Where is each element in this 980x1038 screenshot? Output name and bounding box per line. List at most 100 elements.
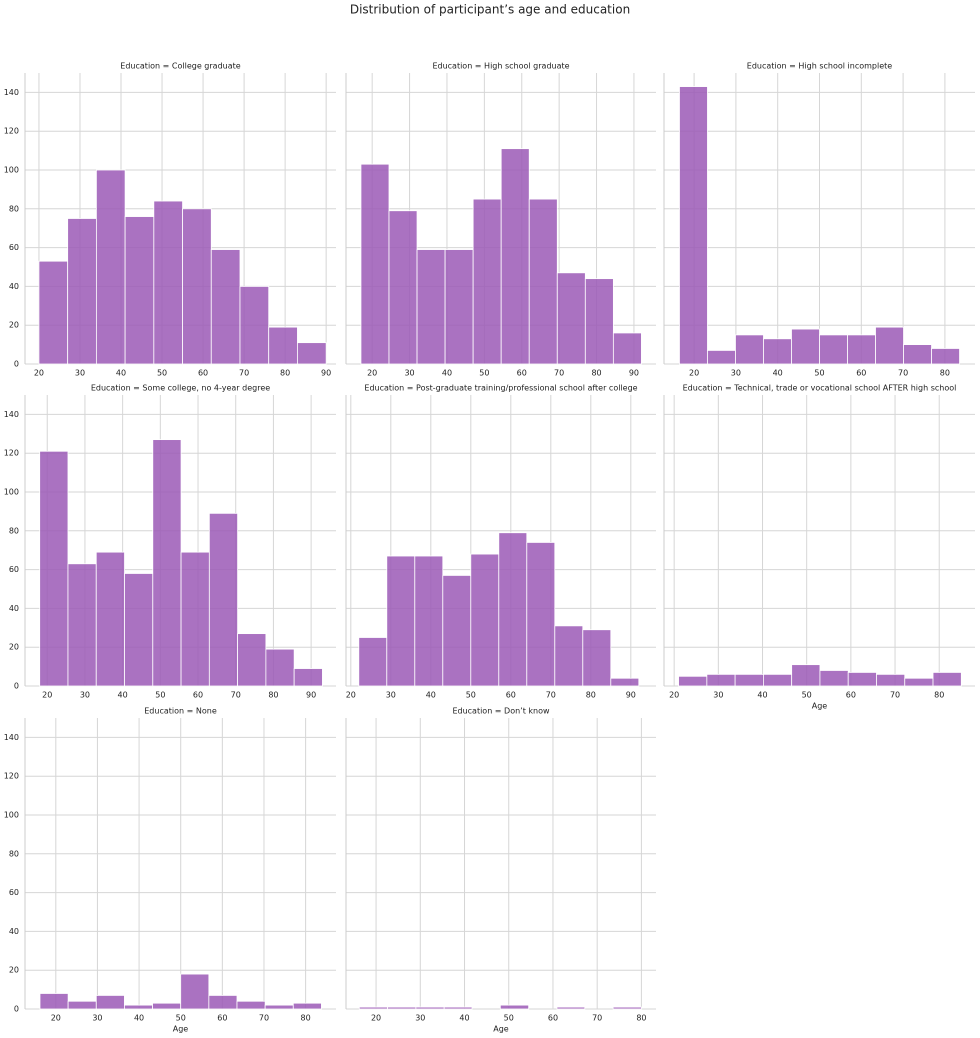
- x-tick-label: 80: [934, 691, 944, 700]
- x-tick-label: 40: [116, 369, 126, 378]
- bar: [791, 328, 820, 365]
- bar: [39, 450, 69, 687]
- x-tick-label: 80: [280, 369, 290, 378]
- y-tick-label: 40: [9, 604, 19, 613]
- y-tick-label: 40: [9, 282, 19, 291]
- x-tick-label: 50: [155, 691, 165, 700]
- y-tick-label: 140: [4, 410, 19, 419]
- x-tick-label: 80: [636, 1014, 646, 1023]
- y-tick-label: 120: [4, 449, 19, 458]
- x-tick-label: 30: [75, 369, 85, 378]
- bar: [67, 1000, 97, 1010]
- bar: [554, 625, 584, 687]
- bar: [556, 1006, 586, 1010]
- bar: [735, 334, 764, 365]
- x-tick-label: 70: [554, 369, 564, 378]
- bar: [208, 512, 239, 687]
- bar: [847, 334, 876, 365]
- bar: [526, 542, 556, 687]
- x-tick-label: 20: [34, 369, 44, 378]
- bar: [293, 668, 323, 687]
- x-tick-label: 40: [426, 691, 436, 700]
- bar: [415, 1006, 445, 1010]
- y-tick-label: 80: [9, 526, 19, 535]
- bar: [358, 1006, 388, 1010]
- x-tick-label: 60: [193, 691, 203, 700]
- x-tick-label: 80: [940, 369, 950, 378]
- panel-title: Education = High school graduate: [432, 62, 569, 71]
- x-tick-label: 70: [239, 369, 249, 378]
- chart-title: Distribution of participant’s age and ed…: [350, 3, 630, 17]
- bar: [236, 1000, 266, 1010]
- bar: [444, 249, 474, 365]
- x-tick-label: 80: [268, 691, 278, 700]
- x-tick-label: 50: [814, 369, 824, 378]
- bar: [876, 673, 906, 687]
- x-tick-label: 90: [629, 369, 639, 378]
- y-tick-label: 80: [9, 204, 19, 213]
- bar: [124, 573, 154, 687]
- x-tick-label: 30: [415, 1014, 425, 1023]
- bar: [180, 973, 210, 1010]
- bar: [152, 1002, 182, 1010]
- x-tick-label: 90: [321, 369, 331, 378]
- x-tick-label: 70: [890, 691, 900, 700]
- y-tick-label: 20: [9, 966, 19, 975]
- x-tick-label: 70: [231, 691, 241, 700]
- bar: [292, 1002, 322, 1010]
- bar: [500, 148, 530, 365]
- bar: [707, 350, 736, 365]
- panel-title: Education = None: [144, 707, 217, 716]
- bar: [386, 555, 416, 687]
- x-tick-label: 70: [898, 369, 908, 378]
- x-tick-label: 50: [504, 1014, 514, 1023]
- bar: [791, 664, 821, 687]
- bar: [416, 249, 446, 365]
- bar: [265, 648, 295, 687]
- bar: [414, 555, 444, 687]
- bar: [180, 551, 210, 687]
- bar: [387, 1006, 417, 1010]
- panel-title: Education = College graduate: [120, 62, 240, 71]
- bar: [679, 86, 708, 365]
- x-tick-label: 40: [773, 369, 783, 378]
- panel-title: Education = High school incomplete: [747, 62, 892, 71]
- bar: [762, 673, 793, 687]
- bar: [268, 326, 298, 365]
- x-tick-label: 30: [386, 691, 396, 700]
- bar: [556, 272, 586, 365]
- bar: [124, 216, 155, 365]
- x-tick-label: 20: [689, 369, 699, 378]
- bar: [582, 629, 612, 687]
- x-axis-label: Age: [812, 702, 828, 711]
- panel-title: Education = Post-graduate training/profe…: [364, 384, 637, 393]
- bar: [443, 1006, 473, 1010]
- x-tick-label: 50: [479, 369, 489, 378]
- bar: [498, 532, 528, 687]
- bar: [470, 553, 500, 687]
- bar: [706, 673, 736, 687]
- x-tick-label: 20: [346, 691, 356, 700]
- x-tick-label: 30: [404, 369, 414, 378]
- x-tick-label: 20: [42, 691, 52, 700]
- bar: [95, 995, 125, 1010]
- y-tick-label: 80: [9, 849, 19, 858]
- x-tick-label: 80: [586, 691, 596, 700]
- bar: [67, 218, 97, 365]
- x-tick-label: 90: [306, 691, 316, 700]
- bar: [182, 208, 212, 365]
- x-tick-label: 50: [802, 691, 812, 700]
- bar: [875, 326, 904, 365]
- bar: [819, 670, 849, 687]
- x-tick-label: 50: [176, 1014, 186, 1023]
- x-tick-label: 30: [80, 691, 90, 700]
- bar: [237, 633, 267, 687]
- bar: [499, 1004, 530, 1010]
- bar: [442, 575, 472, 687]
- bar: [239, 285, 270, 365]
- y-tick-label: 60: [9, 888, 19, 897]
- x-tick-label: 80: [301, 1014, 311, 1023]
- y-tick-label: 0: [14, 682, 19, 691]
